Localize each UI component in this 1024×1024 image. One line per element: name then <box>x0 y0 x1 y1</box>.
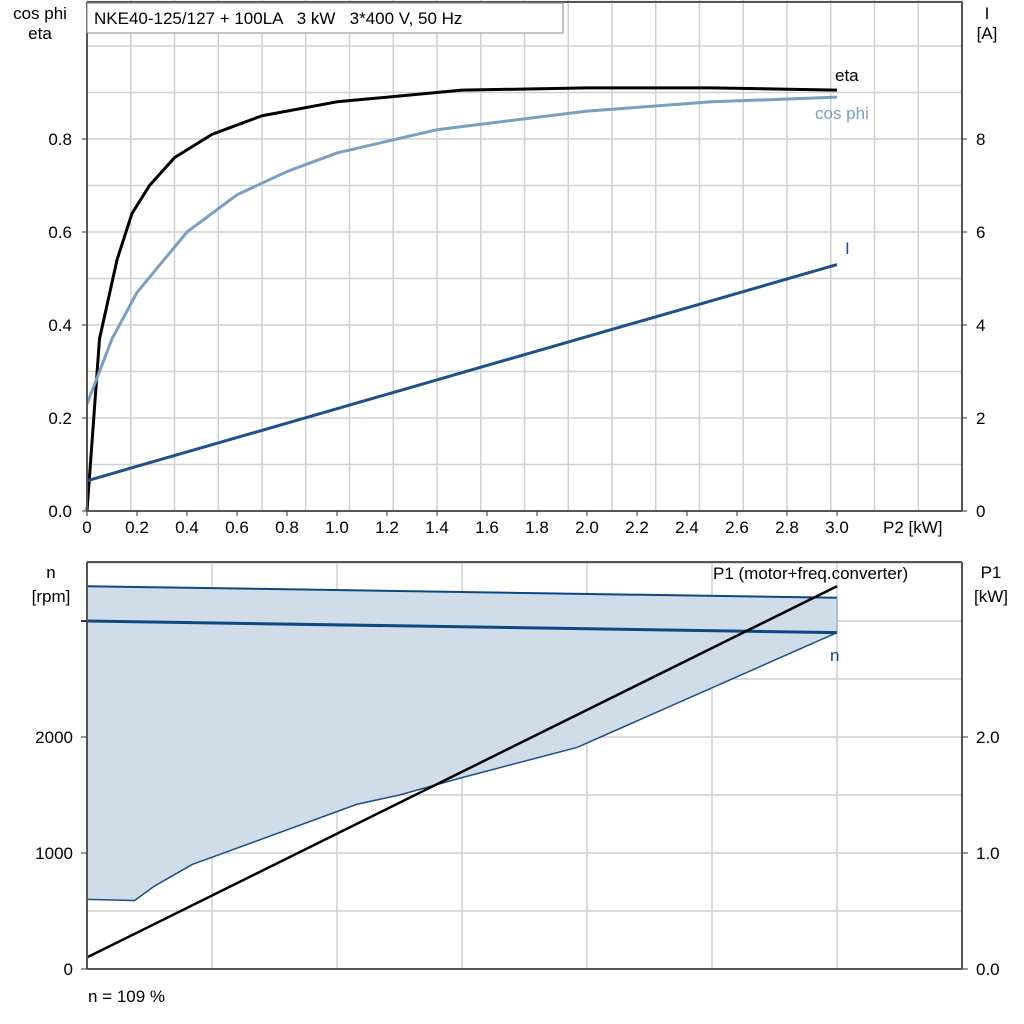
x-tick-label: 2.0 <box>575 518 599 537</box>
x-tick-label: 2.6 <box>725 518 749 537</box>
x-tick-label: 0.2 <box>125 518 149 537</box>
operating-range-area <box>87 586 837 901</box>
n-tick-label: 2000 <box>35 728 73 747</box>
bottom-right-ylabel-2: [kW] <box>974 587 1008 606</box>
x-tick-label: 0.8 <box>275 518 299 537</box>
y-tick-label-left: 0.8 <box>48 130 72 149</box>
series-label-eta: eta <box>835 66 859 85</box>
top-plot-marks <box>85 86 838 512</box>
x-tick-label: 2.8 <box>775 518 799 537</box>
y-tick-label-left: 0.2 <box>48 409 72 428</box>
series-label-P1: P1 (motor+freq.converter) <box>713 564 908 583</box>
x-tick-label: 0.4 <box>175 518 199 537</box>
x-tick-label: 1.4 <box>425 518 449 537</box>
bottom-left-ylabel-1: n <box>46 563 55 582</box>
operating-range-upper-edge <box>86 585 838 599</box>
x-tick-label: 2.2 <box>625 518 649 537</box>
x-axis-label: P2 [kW] <box>883 518 943 537</box>
series-line-p1 <box>86 585 838 959</box>
p1-tick-label: 2.0 <box>976 728 1000 747</box>
top-grid <box>86 0 963 511</box>
speed-note: n = 109 % <box>88 987 165 1006</box>
y-tick-label-right: 4 <box>976 316 985 335</box>
y-tick-label-right: 2 <box>976 409 985 428</box>
x-tick-label: 1.0 <box>325 518 349 537</box>
y-tick-label-left: 0.4 <box>48 316 72 335</box>
x-tick-label: 0.6 <box>225 518 249 537</box>
x-tick-label: 0 <box>82 518 91 537</box>
bottom-right-ylabel-1: P1 <box>981 563 1002 582</box>
top-right-ylabel-1: I <box>985 4 990 23</box>
bottom-left-ylabel-2: [rpm] <box>32 587 71 606</box>
series-label-I: I <box>845 239 850 258</box>
series-line-i <box>86 263 838 483</box>
y-tick-label-right: 8 <box>976 130 985 149</box>
x-tick-label: 3.0 <box>825 518 849 537</box>
series-label-n: n <box>830 646 839 665</box>
top-right-ylabel-2: [A] <box>977 24 998 43</box>
title-box <box>86 2 564 34</box>
series-line-eta <box>85 86 838 512</box>
p1-tick-label: 0.0 <box>976 960 1000 979</box>
n-tick-label: 1000 <box>35 844 73 863</box>
x-tick-label: 1.8 <box>525 518 549 537</box>
series-label-cos-phi: cos phi <box>815 104 869 123</box>
y-tick-label-left: 0.6 <box>48 223 72 242</box>
axes: 0 0.2 0.4 0.6 0.8 1.0 1.2 1.4 1.6 1.8 2.0 2.2 2.4 2.6… <box>35 1 1000 979</box>
y-tick-label-right: 0 <box>976 502 985 521</box>
n-tick-label: 0 <box>64 960 73 979</box>
chart-title: NKE40-125/127 + 100LA 3 kW 3*400 V, 50 H… <box>94 9 462 28</box>
bottom-plot-marks <box>86 585 838 959</box>
operating-range-lower-edge <box>86 631 838 902</box>
series-line-cos-phi <box>85 95 838 405</box>
p1-tick-label: 1.0 <box>976 844 1000 863</box>
y-tick-label-left: 0.0 <box>48 502 72 521</box>
y-tick-label-right: 6 <box>976 223 985 242</box>
x-tick-label: 1.2 <box>375 518 399 537</box>
series-line-n <box>86 619 838 635</box>
x-tick-label: 1.6 <box>475 518 499 537</box>
x-tick-label: 2.4 <box>675 518 699 537</box>
top-left-ylabel-2: eta <box>28 24 52 43</box>
top-left-ylabel-1: cos phi <box>13 4 67 23</box>
